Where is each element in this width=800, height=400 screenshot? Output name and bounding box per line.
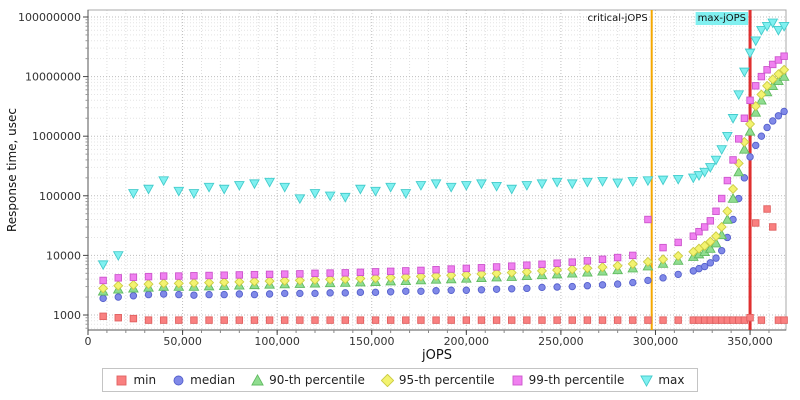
legend-item-p99: 99-th percentile [511,373,625,387]
x-tick-label: 50,000 [163,335,202,348]
legend-label-p99: 99-th percentile [528,373,625,387]
legend-item-median: median [172,373,235,387]
median-marker-icon [173,375,184,385]
y-axis-label: Response time, usec [5,107,19,233]
legend-label-median: median [190,373,236,387]
x-tick-label: 200,000 [444,335,490,348]
x-tick-label: 300,000 [633,335,679,348]
series-p99 [99,52,788,285]
critical-jops-line-label: critical-jOPS [588,13,648,24]
x-tick-label: 0 [85,335,92,348]
series-max [97,18,790,271]
response-time-vs-jops-chart: 0 50,000 100,000 150,000 200,000 250,000 300,0… [18,9,790,348]
series-median [99,107,788,303]
y-tick-label: 10000000 [25,71,81,84]
legend-item-p95: 95-th percentile [380,373,495,387]
chart-legend: min median 90-th percentile 95-th percentil… [0,368,800,392]
legend-label-max: max [658,373,685,387]
y-tick-label: 100000000 [18,11,81,24]
y-tick-label: 1000 [53,309,81,322]
y-tick-label: 100000 [39,190,81,203]
x-tick-label: 350,000 [727,335,773,348]
p99-marker-icon [512,375,523,385]
y-tick-label: 1000000 [32,130,81,143]
y-tick-label: 10000 [46,249,81,262]
min-marker-icon [117,375,127,385]
series-min [99,205,788,324]
p95-marker-icon [380,373,394,387]
x-axis-label: jOPS [422,348,452,363]
legend-label-p90: 90-th percentile [269,373,365,387]
legend-item-p90: 90-th percentile [251,373,365,387]
max-marker-icon [640,375,654,387]
legend-item-max: max [640,373,685,387]
legend-box: min median 90-th percentile 95-th percentil… [102,368,698,392]
legend-label-p95: 95-th percentile [398,373,495,387]
legend-item-min: min [115,373,156,387]
x-tick-label: 150,000 [349,335,395,348]
series-p95 [98,64,790,294]
legend-label-min: min [133,373,157,387]
max-jops-line-label-highlight [695,12,749,25]
p90-marker-icon [251,373,264,385]
max-jops-line-label: max-jOPS [698,13,746,24]
x-tick-label: 100,000 [254,335,300,348]
x-tick-label: 250,000 [538,335,584,348]
axes: 0 50,000 100,000 150,000 200,000 250,000 300,0… [18,11,773,348]
